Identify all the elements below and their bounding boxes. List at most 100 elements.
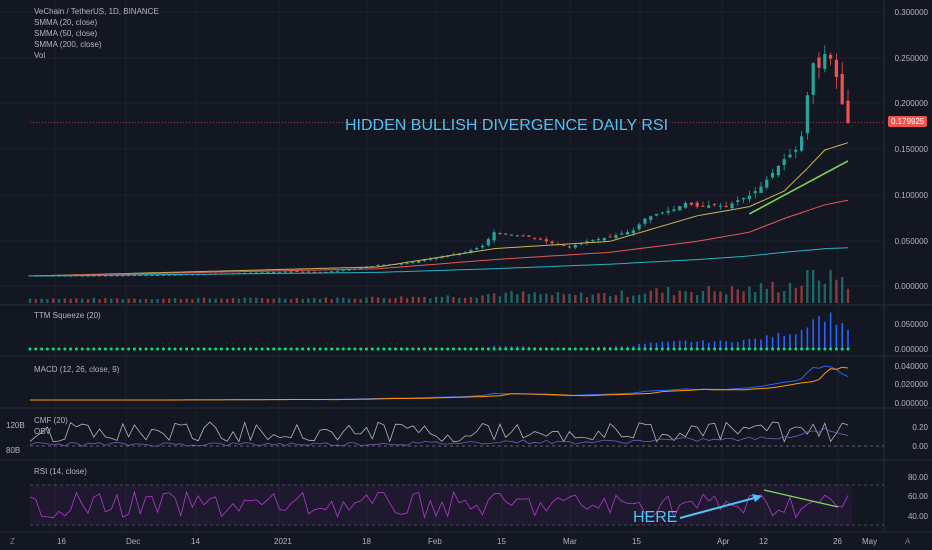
ttm-bar	[847, 329, 849, 349]
candle-body	[324, 271, 328, 273]
corner-right[interactable]: A	[905, 537, 911, 546]
volume-bar	[121, 299, 125, 303]
ttm-dot	[289, 347, 293, 351]
x-tick: 2021	[274, 537, 292, 546]
candle-body	[614, 235, 618, 239]
volume-bar	[289, 299, 293, 303]
candle-body	[649, 216, 653, 220]
volume-bar	[104, 297, 107, 303]
candle-body	[422, 259, 427, 262]
trendline	[749, 160, 849, 215]
ttm-dot	[167, 347, 171, 351]
ttm-dot	[573, 347, 577, 351]
volume-bar	[788, 282, 792, 303]
main-title: VeChain / TetherUS, 1D, BINANCE	[34, 7, 159, 16]
volume-bar	[521, 291, 525, 303]
volume-bar	[701, 290, 705, 303]
ttm-dot	[463, 347, 467, 351]
candle-body	[190, 274, 195, 276]
ttm-dot	[521, 347, 525, 351]
ttm-dot	[283, 347, 287, 351]
ttm-bar	[731, 342, 733, 349]
y-tick: 0.050000	[894, 237, 928, 246]
rsi-trendline	[763, 489, 839, 508]
ttm-dot	[179, 347, 183, 351]
last-price-tag: 0.179925	[888, 116, 928, 127]
volume-bar	[492, 293, 496, 303]
ttm-dot	[422, 347, 426, 351]
volume-bar	[475, 297, 478, 303]
ttm-dot	[132, 347, 136, 351]
volume-bar	[347, 298, 351, 303]
ttm-dot	[649, 347, 653, 351]
ttm-dot	[550, 347, 554, 351]
volume-bar	[829, 270, 832, 303]
y-tick: 0.150000	[894, 145, 928, 154]
ttm-dot	[742, 347, 746, 351]
ttm-bar	[823, 321, 826, 349]
volume-bar	[695, 295, 699, 303]
ttm-dot	[579, 347, 583, 351]
ttm-dot	[539, 347, 543, 351]
x-tick: 15	[632, 537, 641, 546]
ttm-title: TTM Squeeze (20)	[34, 311, 101, 320]
candle-body	[666, 210, 670, 213]
volume-bar	[208, 298, 212, 303]
ttm-bar	[632, 345, 635, 349]
volume-bar	[278, 297, 281, 303]
ttm-bar	[690, 342, 693, 349]
ttm-dot	[306, 347, 310, 351]
volume-bar	[417, 297, 420, 303]
ttm-dot	[527, 347, 531, 351]
ttm-dot	[434, 347, 438, 351]
ttm-dot	[556, 347, 560, 351]
candle-body	[515, 235, 519, 237]
ttm-dot	[243, 347, 247, 351]
volume-bar	[255, 297, 258, 303]
obv-title: OBV	[34, 427, 51, 436]
volume-bar	[562, 294, 565, 303]
here-annotation: HERE	[633, 509, 678, 526]
candle-body	[759, 186, 763, 193]
smma200-line	[30, 247, 849, 277]
ttm-bar	[719, 340, 722, 349]
candle-body	[591, 240, 595, 242]
ttm-dot	[388, 347, 392, 351]
cmf-tick: 0.20	[912, 423, 928, 432]
candle-body	[770, 172, 775, 178]
volume-bar	[603, 293, 606, 303]
volume-bar	[777, 292, 780, 303]
ttm-dot	[301, 347, 305, 351]
x-tick: 12	[759, 537, 768, 546]
candle-body	[376, 265, 380, 267]
ttm-dot	[562, 347, 566, 351]
ttm-dot	[34, 347, 38, 351]
divergence-annotation: HIDDEN BULLISH DIVERGENCE DAILY RSI	[345, 117, 669, 134]
candle-body	[254, 272, 258, 274]
ttm-dot	[69, 347, 73, 351]
ttm-dot	[701, 347, 705, 351]
ttm-dot	[626, 347, 630, 351]
ttm-dot	[695, 347, 699, 351]
candle-body	[736, 200, 740, 202]
candle-body	[846, 100, 850, 123]
candle-body	[115, 275, 119, 277]
candle-body	[382, 264, 386, 266]
candle-body	[405, 263, 409, 265]
volume-bar	[434, 296, 438, 303]
ttm-dot	[417, 347, 421, 351]
candle-body	[469, 250, 473, 253]
ttm-dot	[156, 347, 160, 351]
ttm-dot	[45, 347, 49, 351]
ttm-dot	[510, 347, 514, 351]
ttm-dot	[643, 347, 647, 351]
x-tick: 15	[497, 537, 506, 546]
ttm-dot	[364, 347, 368, 351]
volume-bar	[742, 291, 745, 303]
ttm-bar	[783, 336, 785, 349]
ttm-dot	[817, 347, 821, 351]
corner-left[interactable]: Z	[10, 537, 15, 546]
volume-bar	[556, 292, 560, 303]
ttm-dot	[713, 347, 717, 351]
